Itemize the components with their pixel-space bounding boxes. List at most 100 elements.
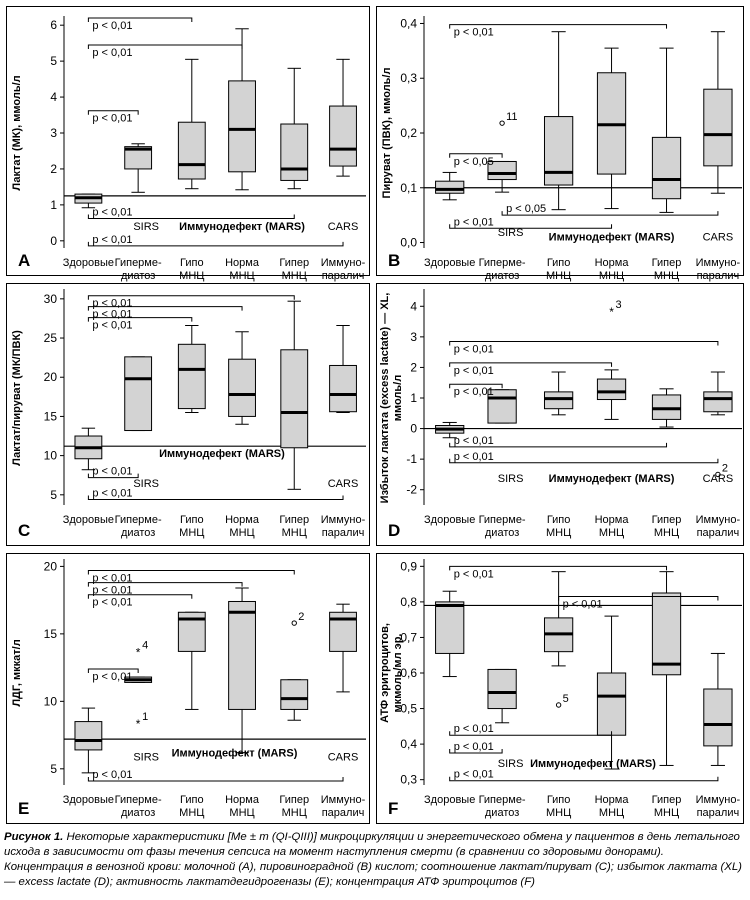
x-category-label: Норма bbox=[225, 514, 260, 526]
significance-bracket bbox=[449, 749, 503, 754]
box-iqr bbox=[596, 672, 627, 736]
panel-frame bbox=[6, 283, 370, 546]
x-category-label: Иммуно- bbox=[696, 514, 741, 526]
x-category-label: МНЦ bbox=[282, 807, 307, 819]
significance-label: p < 0,05 bbox=[506, 203, 546, 215]
x-category-label: МНЦ bbox=[229, 270, 254, 282]
group-label: Иммунодефект (MARS) bbox=[159, 448, 285, 460]
x-category-label: МНЦ bbox=[546, 807, 571, 819]
box-5 bbox=[280, 679, 309, 721]
significance-label: p < 0,01 bbox=[92, 113, 132, 125]
significance-label: p < 0,01 bbox=[92, 769, 132, 781]
y-tick-label: 10 bbox=[44, 694, 58, 708]
group-label: SIRS bbox=[498, 227, 524, 239]
significance-bracket bbox=[449, 731, 613, 736]
x-category-label: паралич bbox=[322, 807, 365, 819]
y-tick-label: 5 bbox=[50, 488, 57, 502]
box-1 bbox=[74, 427, 103, 471]
significance-label: p < 0,01 bbox=[563, 599, 603, 611]
x-category-label: МНЦ bbox=[179, 270, 204, 282]
y-tick-label: 0,5 bbox=[400, 702, 417, 716]
significance-label: p < 0,05 bbox=[454, 156, 494, 168]
box-iqr bbox=[703, 688, 733, 747]
box-6 bbox=[703, 652, 733, 766]
box-iqr bbox=[596, 378, 627, 401]
box-iqr bbox=[651, 136, 682, 200]
x-category-label: Норма bbox=[595, 257, 630, 269]
y-tick-label: 0 bbox=[410, 422, 417, 436]
x-category-label: Здоровые bbox=[63, 257, 114, 269]
significance-bracket bbox=[87, 295, 295, 300]
y-tick-label: 0,8 bbox=[400, 595, 417, 609]
panel-letter: D bbox=[388, 521, 400, 540]
x-category-label: МНЦ bbox=[282, 270, 307, 282]
y-tick-label: 3 bbox=[410, 330, 417, 344]
y-tick-label: 1 bbox=[50, 198, 57, 212]
box-1 bbox=[435, 171, 465, 201]
box-2 bbox=[124, 356, 153, 432]
panel-A: 0 1 2 3 4 5 6 Лактат (МК), ммоль/л p < 0,01 p < 0… bbox=[6, 6, 370, 282]
x-category-label: Гиперме- bbox=[479, 514, 526, 526]
x-category-label: Гипер bbox=[652, 514, 682, 526]
box-iqr bbox=[329, 105, 357, 167]
outlier-label: 3 bbox=[616, 299, 622, 311]
significance-bracket bbox=[87, 110, 139, 115]
x-category-label: Гипо bbox=[547, 514, 571, 526]
x-category-label: Гипер bbox=[279, 514, 309, 526]
panel-frame bbox=[376, 283, 744, 546]
y-tick-label: 0,3 bbox=[400, 773, 417, 787]
outlier-marker bbox=[291, 620, 297, 626]
box-1 bbox=[74, 193, 103, 209]
box-1 bbox=[435, 590, 465, 678]
outlier-marker bbox=[499, 120, 505, 126]
x-category-label: Иммуно- bbox=[321, 794, 366, 806]
outlier-marker bbox=[715, 471, 721, 478]
y-tick-label: 2 bbox=[410, 360, 417, 374]
x-category-label: Гиперме- bbox=[479, 257, 526, 269]
group-label: SIRS bbox=[498, 758, 524, 770]
y-axis-label: АТФ эритроцитов, bbox=[379, 623, 391, 723]
box-4 bbox=[596, 615, 627, 770]
box-iqr bbox=[74, 721, 103, 751]
box-iqr bbox=[177, 343, 206, 410]
x-category-label: Гиперме- bbox=[115, 514, 162, 526]
group-label: SIRS bbox=[133, 752, 159, 764]
x-category-label: МНЦ bbox=[654, 270, 679, 282]
y-tick-label: 0,6 bbox=[400, 666, 417, 680]
x-category-label: Здоровые bbox=[424, 794, 475, 806]
box-2 bbox=[487, 160, 517, 193]
x-category-label: МНЦ bbox=[654, 527, 679, 539]
y-tick-label: 3 bbox=[50, 126, 57, 140]
box-iqr bbox=[280, 679, 309, 710]
caption-title: Рисунок 1. bbox=[4, 831, 64, 843]
box-iqr bbox=[280, 349, 309, 449]
x-category-label: Гиперме- bbox=[115, 794, 162, 806]
panel-letter: B bbox=[388, 251, 400, 270]
y-tick-label: 0,4 bbox=[400, 16, 417, 30]
y-tick-label: 4 bbox=[50, 90, 57, 104]
caption-text: Некоторые характеристики [Me ± m (QI-QII… bbox=[4, 831, 742, 888]
x-category-label: Иммуно- bbox=[321, 257, 366, 269]
box-iqr bbox=[228, 358, 256, 417]
x-category-label: МНЦ bbox=[599, 527, 624, 539]
x-category-label: Здоровые bbox=[63, 514, 114, 526]
significance-bracket bbox=[87, 776, 344, 782]
y-tick-label: 0,7 bbox=[400, 630, 417, 644]
significance-label: p < 0,01 bbox=[454, 769, 494, 781]
outlier-marker: * bbox=[136, 717, 141, 731]
panel-frame bbox=[6, 553, 370, 824]
panel-frame bbox=[6, 6, 370, 276]
outlier-marker: * bbox=[136, 645, 141, 659]
significance-label: p < 0,01 bbox=[454, 723, 494, 735]
x-category-label: паралич bbox=[697, 527, 740, 539]
x-category-label: МНЦ bbox=[282, 527, 307, 539]
y-tick-label: 0 bbox=[50, 234, 57, 248]
significance-label: p < 0,01 bbox=[454, 435, 494, 447]
box-2 bbox=[487, 389, 517, 424]
box-5 bbox=[280, 300, 309, 490]
y-tick-label: 25 bbox=[44, 331, 58, 345]
panel-B: 0,0 0,1 0,2 0,3 0,4 Пируват (ПВК), ммоль/л 11 p… bbox=[376, 6, 744, 282]
significance-label: p < 0,01 bbox=[454, 365, 494, 377]
box-4 bbox=[228, 28, 256, 191]
